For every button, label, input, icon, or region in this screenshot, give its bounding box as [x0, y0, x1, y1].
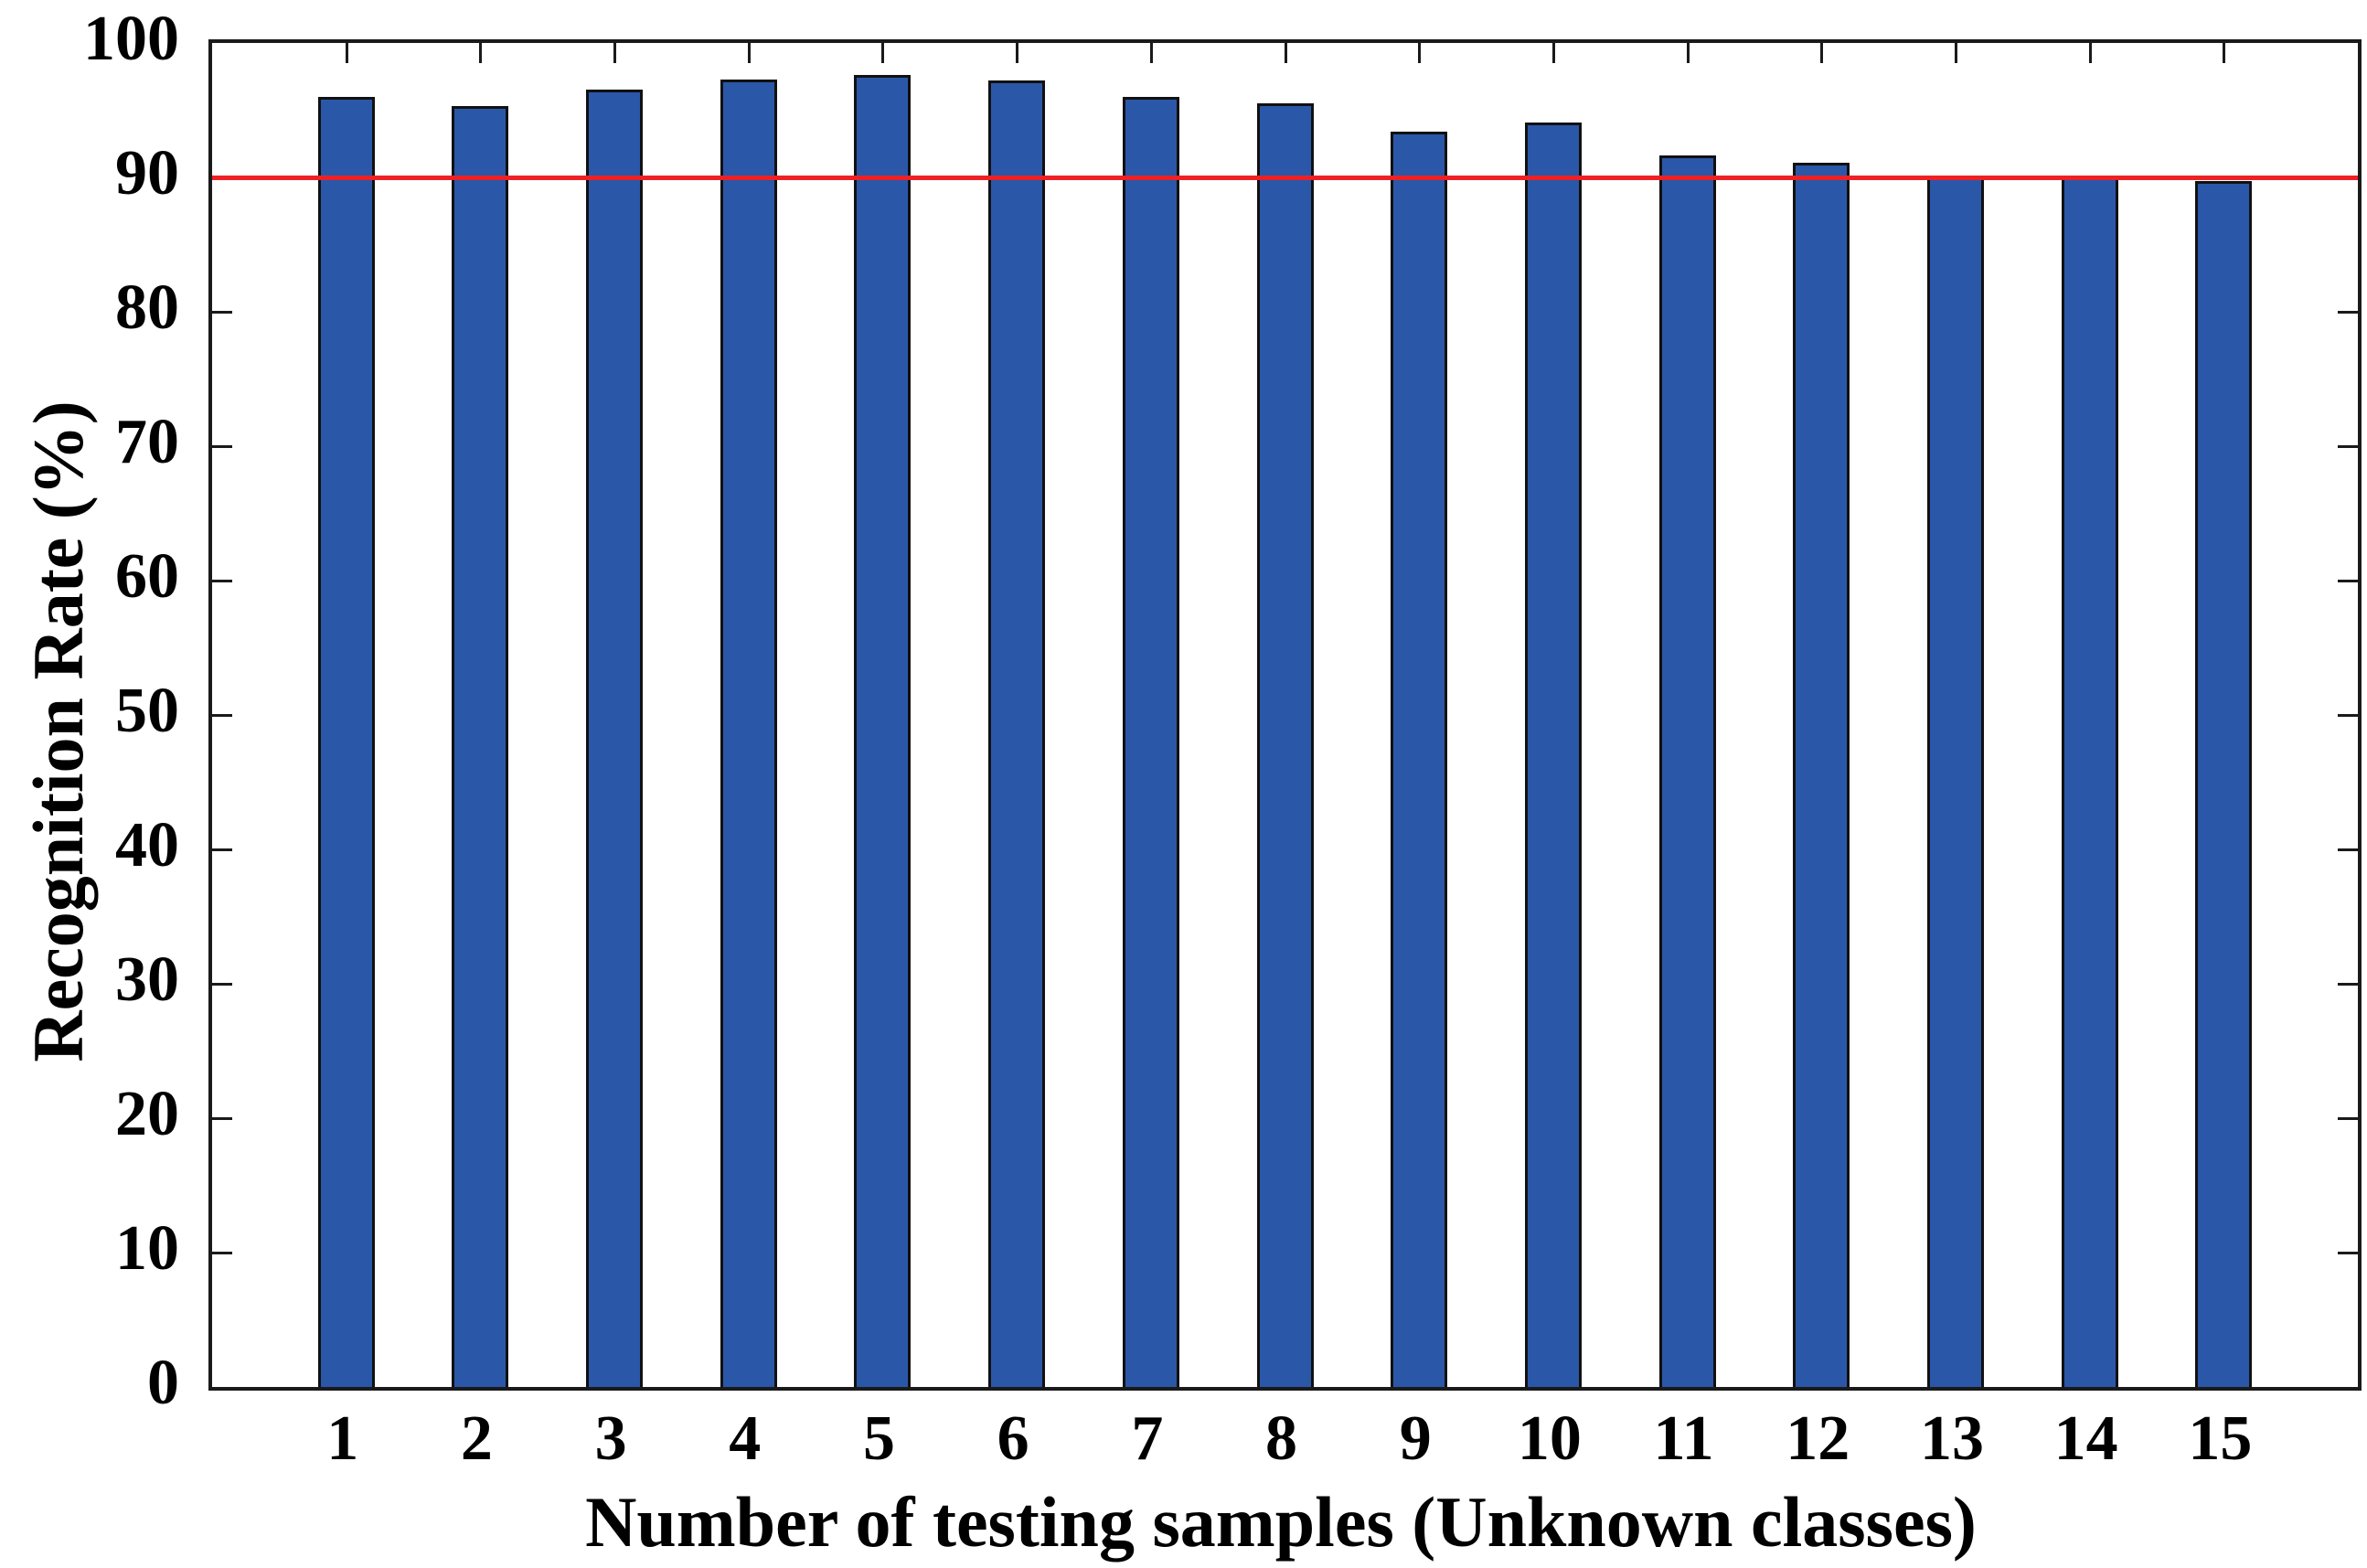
bar-category-9	[1391, 132, 1448, 1387]
x-tick-label-14: 14	[2053, 1403, 2118, 1474]
top-tick-1	[345, 43, 348, 63]
bar-category-11	[1658, 155, 1716, 1387]
y-tick-label-60: 60	[115, 541, 179, 612]
x-tick-label-1: 1	[326, 1403, 359, 1474]
top-tick-8	[1284, 43, 1287, 63]
x-tick-label-13: 13	[1919, 1403, 1984, 1474]
y-tick-label-10: 10	[115, 1213, 179, 1284]
bar-category-4	[720, 79, 777, 1387]
x-tick-label-5: 5	[862, 1403, 895, 1474]
y-tick-label-40: 40	[115, 810, 179, 880]
right-tick-30	[2338, 983, 2358, 986]
top-tick-6	[1016, 43, 1019, 63]
top-tick-7	[1149, 43, 1153, 63]
bar-category-7	[1122, 96, 1179, 1387]
bar-category-2	[452, 106, 509, 1387]
top-tick-15	[2223, 43, 2226, 63]
left-tick-50	[212, 714, 232, 717]
y-tick-label-20: 20	[115, 1079, 179, 1149]
right-tick-10	[2338, 1252, 2358, 1254]
bar-category-10	[1524, 122, 1582, 1387]
x-tick-label-9: 9	[1399, 1403, 1432, 1474]
bar-category-8	[1256, 103, 1314, 1387]
y-tick-label-30: 30	[115, 944, 179, 1015]
x-tick-label-6: 6	[997, 1403, 1029, 1474]
top-tick-12	[1820, 43, 1824, 63]
bar-category-15	[2195, 181, 2253, 1387]
y-tick-label-50: 50	[115, 676, 179, 746]
top-tick-2	[479, 43, 483, 63]
x-tick-label-3: 3	[594, 1403, 627, 1474]
bar-category-3	[586, 90, 644, 1387]
y-tick-label-90: 90	[115, 138, 179, 208]
x-tick-label-4: 4	[729, 1403, 762, 1474]
right-tick-50	[2338, 714, 2358, 717]
left-tick-60	[212, 580, 232, 582]
top-tick-3	[613, 43, 617, 63]
right-tick-20	[2338, 1117, 2358, 1120]
top-tick-9	[1418, 43, 1422, 63]
left-tick-10	[212, 1252, 232, 1254]
bar-category-6	[988, 80, 1046, 1387]
x-tick-label-8: 8	[1265, 1403, 1297, 1474]
left-tick-80	[212, 311, 232, 314]
plot-area	[208, 39, 2362, 1391]
x-axis-title: Number of testing samples (Unknown class…	[585, 1482, 1977, 1562]
top-tick-4	[747, 43, 751, 63]
x-tick-label-15: 15	[2188, 1403, 2253, 1474]
right-tick-80	[2338, 311, 2358, 314]
left-tick-40	[212, 848, 232, 851]
y-tick-label-70: 70	[115, 407, 179, 477]
bar-category-12	[1793, 162, 1850, 1387]
bar-category-1	[317, 96, 375, 1387]
left-tick-30	[212, 983, 232, 986]
bar-category-13	[1926, 177, 1984, 1387]
top-tick-11	[1686, 43, 1690, 63]
right-tick-40	[2338, 848, 2358, 851]
bar-category-14	[2061, 177, 2118, 1387]
reference-line-90	[212, 176, 2358, 180]
x-tick-label-7: 7	[1131, 1403, 1164, 1474]
y-tick-label-80: 80	[115, 272, 179, 343]
right-tick-60	[2338, 580, 2358, 582]
x-tick-label-11: 11	[1653, 1403, 1714, 1474]
top-tick-13	[1954, 43, 1957, 63]
left-tick-70	[212, 445, 232, 448]
x-tick-label-12: 12	[1786, 1403, 1850, 1474]
left-tick-20	[212, 1117, 232, 1120]
top-tick-14	[2088, 43, 2092, 63]
y-tick-label-0: 0	[147, 1348, 179, 1418]
top-tick-5	[881, 43, 885, 63]
y-tick-label-100: 100	[83, 4, 179, 74]
right-tick-70	[2338, 445, 2358, 448]
bar-category-5	[854, 75, 912, 1387]
x-tick-label-2: 2	[460, 1403, 493, 1474]
top-tick-10	[1551, 43, 1555, 63]
x-tick-label-10: 10	[1517, 1403, 1582, 1474]
